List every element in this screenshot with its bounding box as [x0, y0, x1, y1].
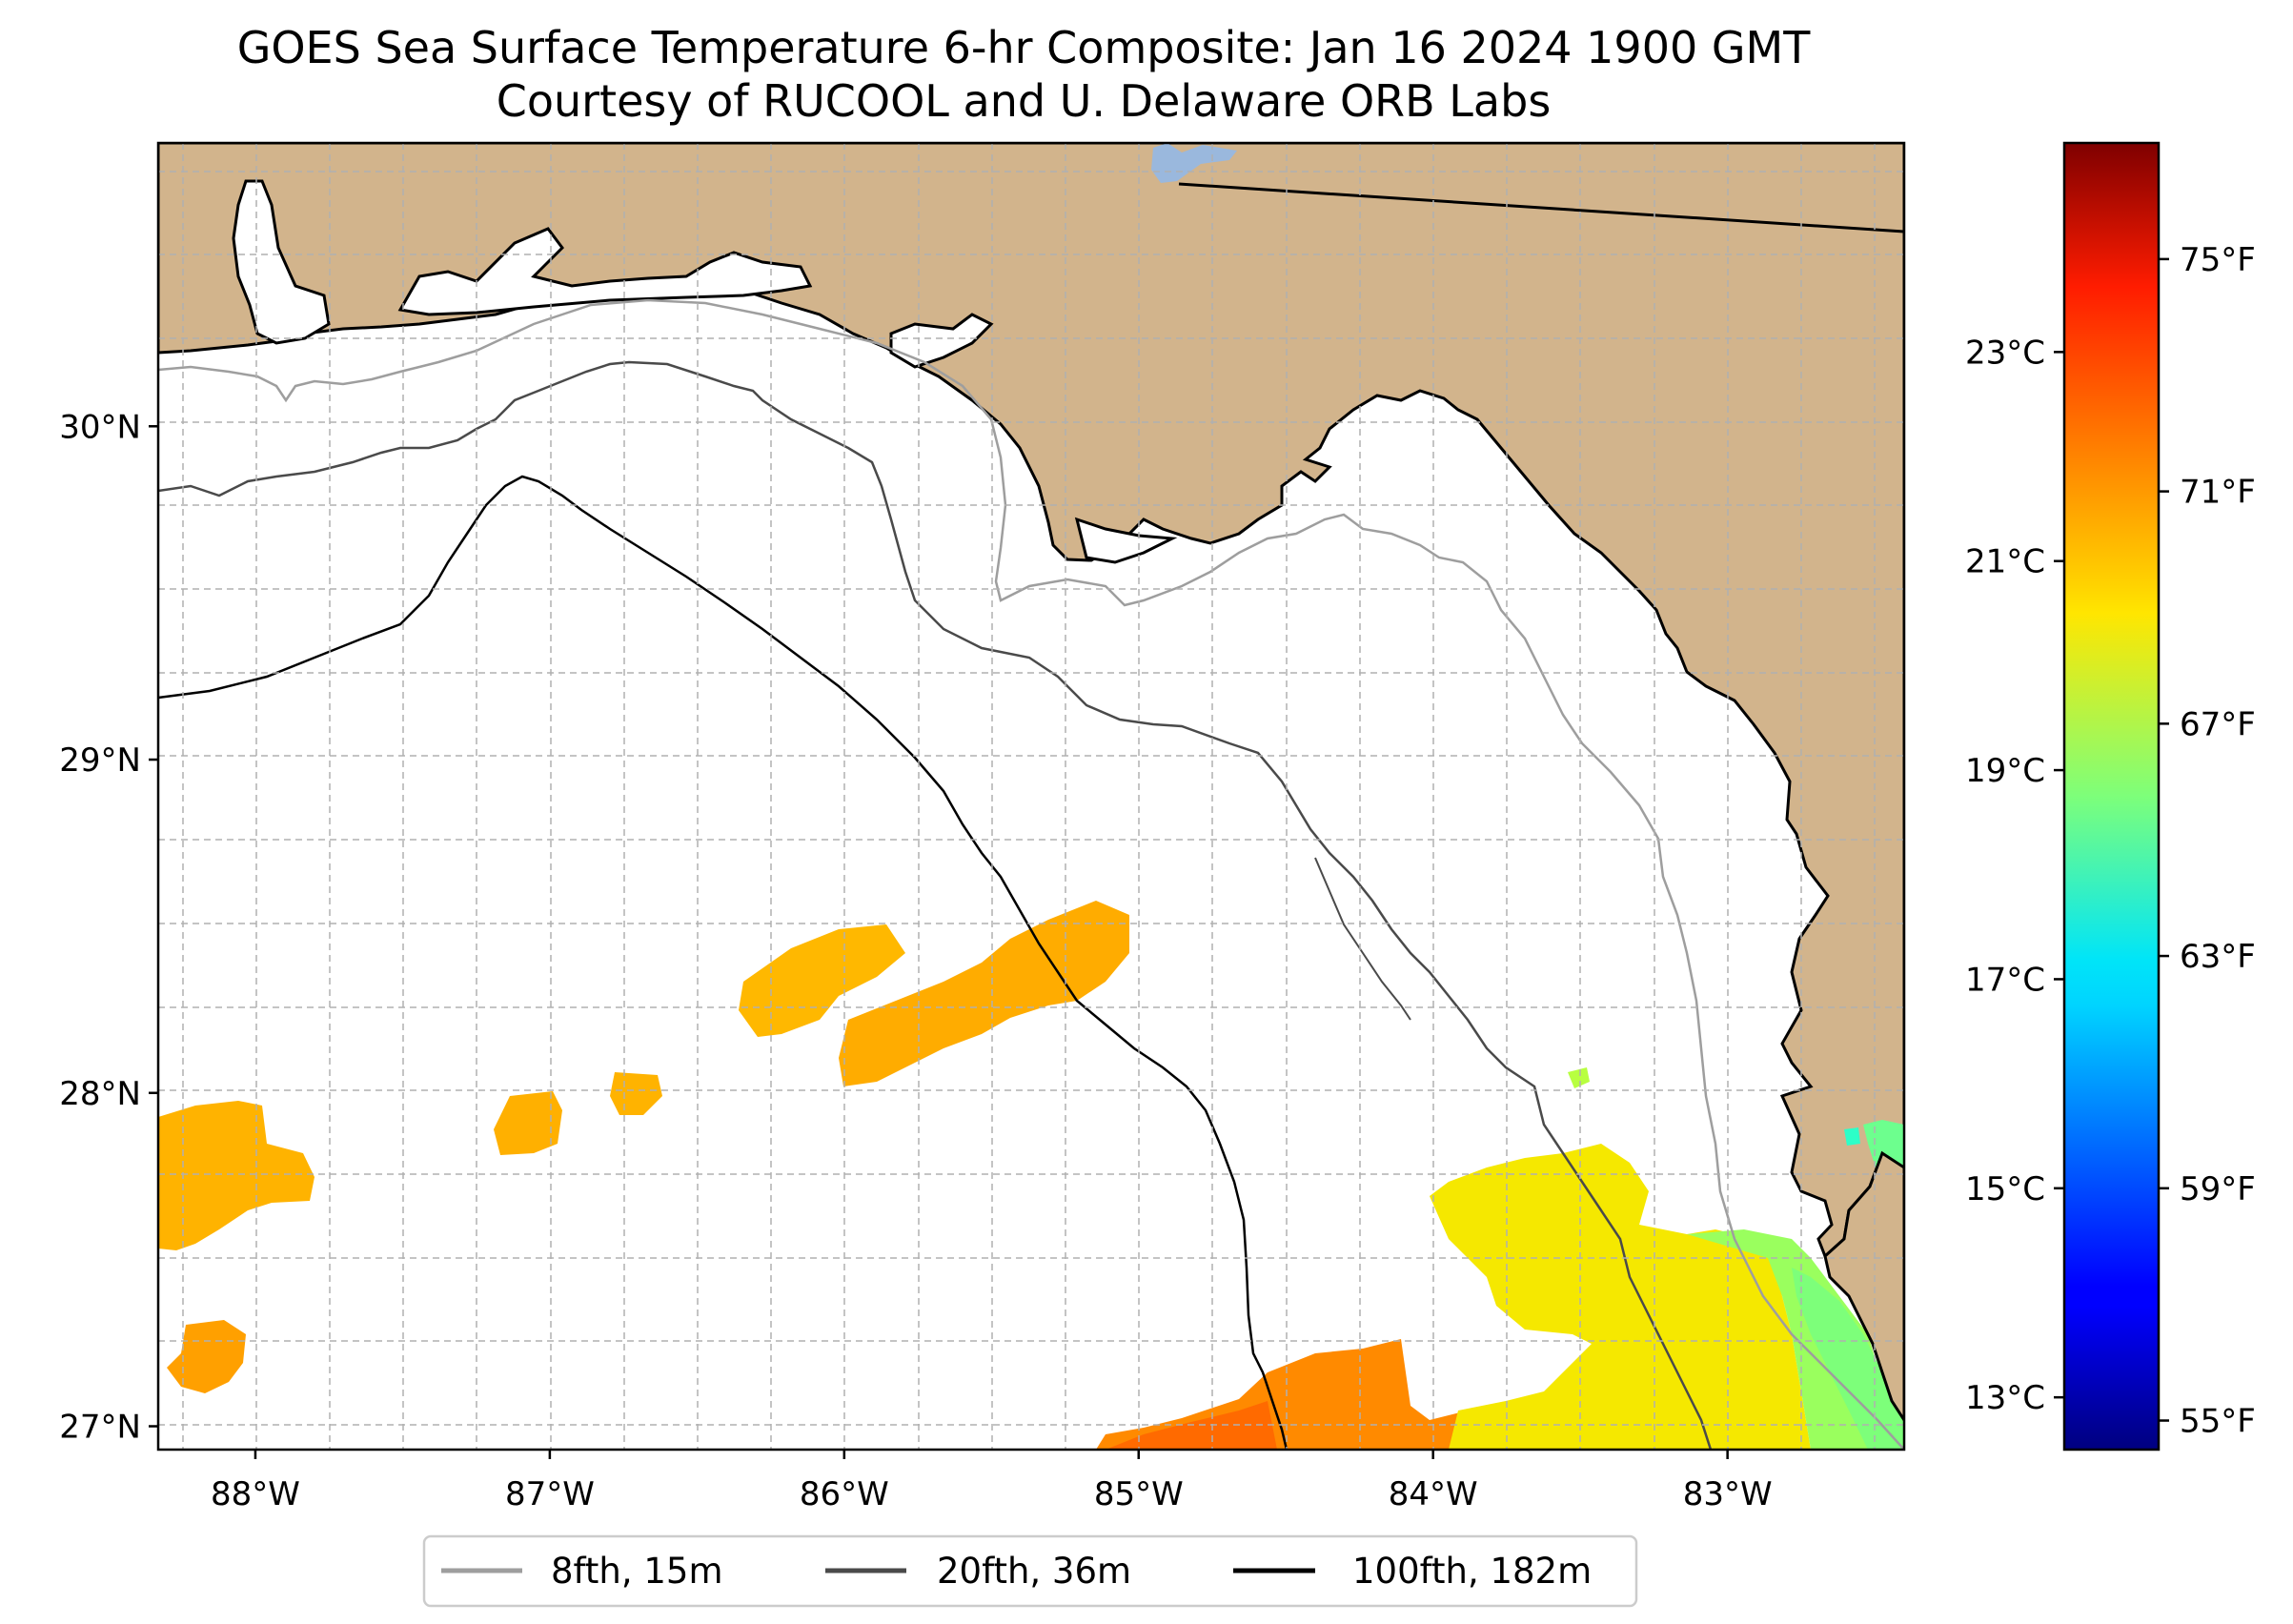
lake — [1151, 143, 1237, 183]
map-frame — [156, 141, 1906, 1451]
lon-tick-label: 86°W — [800, 1475, 889, 1513]
legend-box — [422, 1534, 1638, 1608]
lat-tick-label: 28°N — [59, 1075, 141, 1113]
colorbar: 23°C 21°C 19°C 17°C 15°C 13°C 75°F 71°F 67°F 63°… — [1965, 141, 2256, 1451]
lon-tick-label: 88°W — [211, 1475, 300, 1513]
colorbar-c-tick-label: 23°C — [1965, 334, 2045, 372]
sst-patch-center-1 — [739, 924, 905, 1037]
state-boundary — [1178, 182, 1904, 233]
sst-speck — [1568, 1067, 1590, 1088]
sst-patch-center-2 — [839, 901, 1129, 1086]
legend-label-8fth: 8fth, 15m — [551, 1551, 723, 1592]
colorbar-fahrenheit-axis: 75°F 71°F 67°F 63°F 59°F 55°F — [2159, 241, 2256, 1441]
sst-patch-south — [1096, 1339, 1468, 1450]
sst-patch-tampa-cyan — [1844, 1127, 1860, 1146]
contour-8fth — [158, 298, 1904, 1450]
colorbar-c-tick-label: 19°C — [1965, 752, 2045, 790]
lon-tick-label: 85°W — [1094, 1475, 1184, 1513]
colorbar-f-tick-label: 71°F — [2180, 474, 2256, 512]
sst-patch-mid-1 — [494, 1091, 562, 1155]
choctawhatchee-bay — [889, 313, 994, 369]
colorbar-f-tick-label: 75°F — [2180, 241, 2256, 279]
sst-patch-southeast-green — [1792, 1268, 1904, 1450]
colorbar-f-tick-label: 59°F — [2180, 1170, 2256, 1208]
legend-label-20fth: 20fth, 36m — [937, 1551, 1131, 1592]
colorbar-f-tick-label: 55°F — [2180, 1403, 2256, 1441]
lat-tick-label: 29°N — [59, 741, 141, 780]
mobile-bay — [232, 179, 331, 345]
sst-patch-mid-2 — [610, 1072, 662, 1115]
colorbar-c-tick-label: 15°C — [1965, 1170, 2045, 1208]
lon-tick-label: 83°W — [1683, 1475, 1773, 1513]
lon-tick-label: 87°W — [505, 1475, 595, 1513]
latitude-axis: 30°N 29°N 28°N 27°N — [59, 408, 158, 1447]
map-subtitle: Courtesy of RUCOOL and U. Delaware ORB L… — [497, 75, 1552, 127]
pensacola-bay — [397, 227, 813, 316]
map-panel — [158, 143, 1904, 1450]
colorbar-celsius-axis: 23°C 21°C 19°C 17°C 15°C 13°C — [1965, 334, 2064, 1417]
sst-data-patches — [158, 901, 1904, 1450]
sst-patch-west-2 — [167, 1320, 246, 1393]
colorbar-gradient — [2062, 141, 2161, 1451]
apalachicola-bay — [1074, 517, 1178, 564]
map-title: GOES Sea Surface Temperature 6-hr Compos… — [237, 22, 1811, 73]
contour-100fth — [158, 475, 1289, 1450]
colorbar-c-tick-label: 17°C — [1965, 961, 2045, 999]
contour-legend: 8fth, 15m 20fth, 36m 100fth, 182m — [422, 1534, 1638, 1608]
colorbar-c-tick-label: 21°C — [1965, 543, 2045, 581]
gridlines — [158, 143, 1904, 1450]
longitude-axis: 88°W 87°W 86°W 85°W 84°W 83°W — [211, 1450, 1773, 1513]
legend-label-100fth: 100fth, 182m — [1352, 1551, 1592, 1592]
contour-20fth-shoal — [1314, 857, 1411, 1021]
lat-tick-label: 27°N — [59, 1409, 141, 1447]
sst-patch-southeast-warm — [1430, 1144, 1811, 1450]
peninsula-land-cover — [1823, 1150, 1904, 1423]
colorbar-c-tick-label: 13°C — [1965, 1379, 2045, 1417]
lon-tick-label: 84°W — [1389, 1475, 1478, 1513]
sst-patch-west-1 — [158, 1101, 315, 1250]
lat-tick-label: 30°N — [59, 408, 141, 446]
colorbar-f-tick-label: 67°F — [2180, 705, 2256, 743]
colorbar-f-tick-label: 63°F — [2180, 938, 2256, 976]
